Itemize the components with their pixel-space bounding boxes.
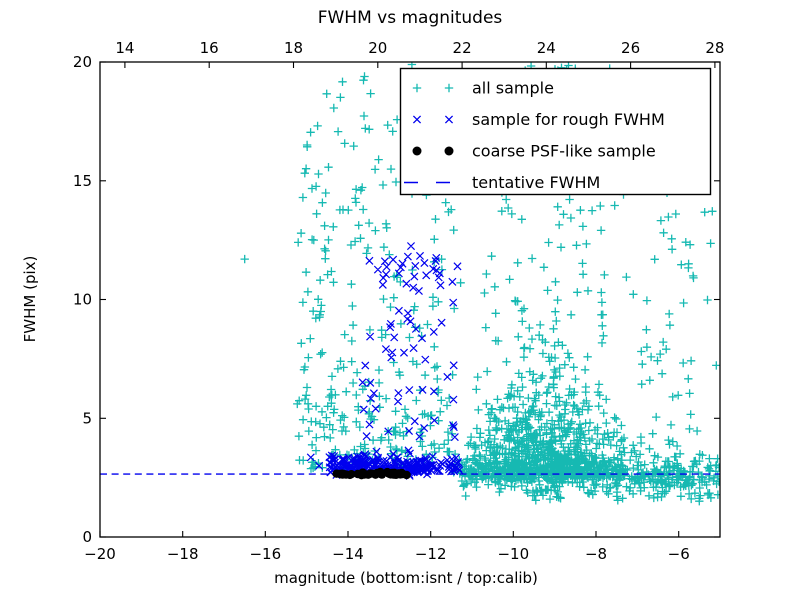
y-tick-label: 0 [82, 528, 92, 546]
legend: all sample sample for rough FWHM coarse PS… [399, 67, 712, 196]
legend-label: tentative FWHM [472, 173, 600, 192]
y-tick-label: 20 [73, 53, 92, 71]
x-tick-label-bottom: −20 [84, 545, 116, 563]
y-tick-label: 5 [82, 409, 92, 427]
legend-entry: sample for rough FWHM [412, 110, 665, 129]
x-tick-label-top: 20 [368, 39, 387, 57]
legend-plus-icon [412, 83, 422, 93]
legend-label: all sample [472, 79, 554, 98]
x-tick-label-bottom: −10 [497, 545, 529, 563]
axis-tick-labels-layer: −20 −18 −16 −14 −12 −10 −8 −6 14 16 18 20 22 24 26 28 0 5… [73, 39, 725, 563]
scatter-point [390, 468, 399, 477]
x-tick-label-bottom: −16 [249, 545, 281, 563]
legend-label: sample for rough FWHM [472, 110, 665, 129]
x-tick-label-top: 28 [705, 39, 724, 57]
x-tick-label-bottom: −12 [415, 545, 447, 563]
scatter-point [335, 469, 345, 479]
scatter-series-coarse-psf [332, 467, 411, 480]
x-tick-label-bottom: −8 [585, 545, 607, 563]
scatter-point [366, 469, 375, 478]
legend-label: coarse PSF-like sample [472, 142, 656, 161]
legend-x-icon [444, 115, 454, 124]
legend-entry: tentative FWHM [404, 173, 600, 192]
x-tick-label-top: 14 [115, 39, 134, 57]
x-tick-label-bottom: −14 [332, 545, 364, 563]
legend-plus-icon [444, 83, 454, 93]
legend-box [399, 67, 712, 196]
x-tick-label-bottom: −18 [167, 545, 199, 563]
x-tick-label-top: 18 [284, 39, 303, 57]
data-points-layer [100, 62, 720, 506]
scatter-point [353, 469, 362, 479]
y-tick-label: 10 [73, 291, 92, 309]
chart-title: FWHM vs magnitudes [318, 8, 503, 28]
x-tick-label-top: 24 [537, 39, 556, 57]
axis-ticks-layer [99, 61, 720, 538]
scatter-point [402, 470, 411, 480]
scatter-point [377, 470, 387, 479]
legend-entry: coarse PSF-like sample [412, 142, 656, 161]
legend-dot-icon [412, 146, 422, 156]
legend-entry: all sample [412, 79, 554, 98]
y-axis-label: FWHM (pix) [21, 256, 39, 343]
x-tick-label-top: 26 [621, 39, 640, 57]
x-tick-label-bottom: −6 [668, 545, 690, 563]
x-tick-label-top: 22 [453, 39, 472, 57]
legend-x-icon [412, 115, 422, 124]
legend-dot-icon [444, 146, 454, 156]
scatter-point [345, 470, 355, 480]
y-tick-label: 15 [73, 172, 92, 190]
x-tick-label-top: 16 [200, 39, 219, 57]
scatter-series-rough-fwhm [306, 242, 464, 480]
x-axis-label: magnitude (bottom:isnt / top:calib) [274, 569, 538, 587]
